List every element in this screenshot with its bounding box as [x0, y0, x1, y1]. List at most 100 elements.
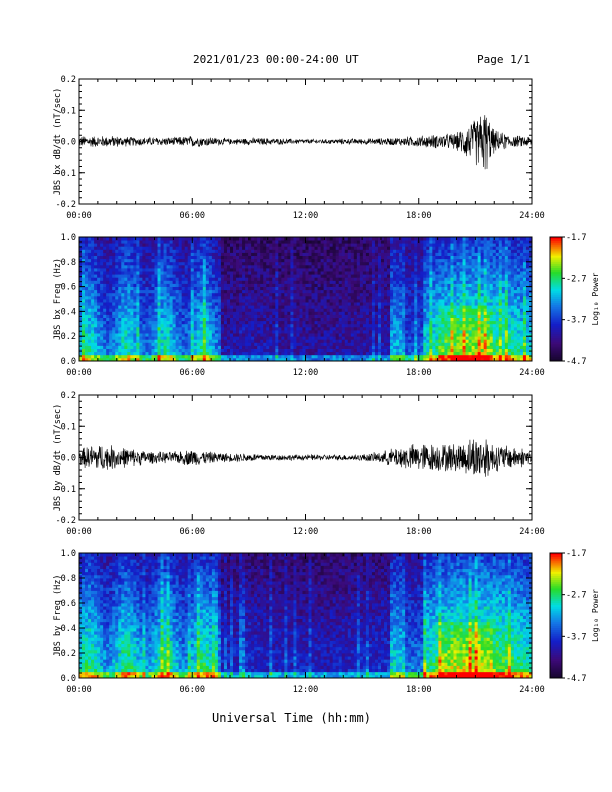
spectrogram-cell: [296, 314, 300, 318]
spectrogram-cell: [91, 348, 95, 353]
spectrogram-cell: [233, 280, 237, 284]
spectrogram-cell: [405, 311, 409, 315]
spectrogram-cell: [384, 243, 388, 247]
spectrogram-cell: [381, 240, 385, 244]
spectrogram-cell: [217, 302, 222, 306]
spectrogram-cell: [408, 351, 412, 356]
spectrogram-cell: [254, 354, 258, 359]
spectrogram-cell: [88, 345, 92, 349]
spectrogram-cell: [142, 255, 146, 260]
spectrogram-cell: [305, 289, 309, 294]
spectrogram-cell: [205, 308, 210, 312]
spectrogram-cell: [251, 283, 255, 287]
spectrogram-cell: [432, 299, 436, 303]
spectrogram-cell: [133, 299, 137, 303]
spectrogram-cell: [239, 243, 243, 247]
spectrogram-cell: [263, 342, 267, 346]
spectrogram-cell: [426, 240, 430, 244]
spectrogram-cell: [323, 330, 328, 334]
spectrogram-cell: [266, 261, 270, 266]
spectrogram-cell: [420, 286, 424, 291]
spectrogram-cell: [384, 336, 388, 340]
spectrogram-cell: [344, 286, 349, 291]
spectrogram-cell: [444, 246, 448, 250]
spectrogram-cell: [148, 333, 152, 337]
spectrogram-cell: [85, 323, 89, 328]
spectrogram-cell: [299, 289, 303, 294]
spectrogram-cell: [121, 264, 125, 269]
spectrogram-cell: [190, 311, 195, 315]
spectrogram-cell: [371, 243, 376, 247]
x-tick-label: 12:00: [293, 211, 319, 221]
spectrogram-cell: [154, 237, 158, 241]
spectrogram-cell: [223, 351, 228, 356]
spectrogram-cell: [263, 317, 267, 322]
spectrogram-cell: [166, 326, 170, 331]
spectrogram-cell: [88, 240, 92, 244]
spectrogram-cell: [308, 323, 312, 328]
spectrogram-cell: [130, 351, 134, 356]
spectrogram-cell: [435, 243, 439, 247]
spectrogram-cell: [420, 323, 424, 328]
spectrogram-cell: [402, 354, 406, 359]
spectrogram-cell: [245, 289, 249, 294]
spectrogram-cell: [220, 345, 225, 349]
spectrogram-cell: [121, 292, 125, 297]
spectrogram-cell: [115, 255, 119, 260]
spectrogram-cell: [160, 333, 164, 337]
spectrogram-cell: [299, 268, 303, 272]
spectrogram-cell: [257, 326, 261, 331]
spectrogram-cell: [438, 320, 442, 325]
spectrogram-cell: [269, 354, 273, 359]
spectrogram-cell: [305, 357, 309, 362]
spectrogram-cell: [236, 348, 240, 353]
spectrogram-cell: [432, 240, 436, 244]
spectrogram-cell: [393, 339, 397, 343]
spectrogram-cell: [287, 314, 291, 318]
spectrogram-cell: [399, 268, 403, 272]
spectrogram-cell: [193, 240, 198, 244]
spectrogram-cell: [157, 246, 161, 250]
spectrogram-cell: [432, 311, 436, 315]
spectrogram-cell: [178, 240, 183, 244]
spectrogram-cell: [208, 326, 213, 331]
spectrogram-cell: [79, 268, 83, 272]
spectrogram-cell: [205, 345, 210, 349]
spectrogram-cell: [106, 243, 110, 247]
spectrogram-cell: [97, 249, 101, 253]
spectrogram-cell: [127, 320, 131, 325]
spectrogram-cell: [390, 348, 394, 353]
spectrogram-cell: [175, 249, 180, 253]
spectrogram-cell: [438, 264, 442, 269]
spectrogram-cell: [148, 292, 152, 297]
spectrogram-cell: [103, 339, 107, 343]
spectrogram-cell: [347, 295, 352, 300]
spectrogram-cell: [408, 342, 412, 346]
spectrogram-cell: [387, 333, 391, 337]
spectrogram-cell: [160, 320, 164, 325]
spectrogram-cell: [187, 280, 192, 284]
spectrogram-cell: [377, 258, 382, 263]
spectrogram-cell: [371, 336, 376, 340]
spectrogram-cell: [79, 255, 83, 260]
spectrogram-cell: [145, 333, 149, 337]
spectrogram-cell: [390, 237, 394, 241]
spectrogram-cell: [217, 243, 222, 247]
spectrogram-cell: [314, 274, 318, 278]
spectrogram-cell: [314, 348, 318, 353]
spectrogram-cell: [293, 333, 297, 337]
spectrogram-cell: [326, 295, 331, 300]
spectrogram-cell: [377, 330, 382, 334]
spectrogram-cell: [175, 357, 180, 362]
spectrogram-cell: [344, 240, 349, 244]
spectrogram-cell: [91, 342, 95, 346]
spectrogram-cell: [444, 354, 448, 359]
spectrogram-cell: [239, 274, 243, 278]
spectrogram-cell: [85, 317, 89, 322]
spectrogram-cell: [417, 277, 421, 281]
spectrogram-cell: [347, 305, 352, 309]
spectrogram-cell: [332, 295, 337, 300]
spectrogram-cell: [169, 295, 174, 300]
spectrogram-cell: [371, 342, 376, 346]
